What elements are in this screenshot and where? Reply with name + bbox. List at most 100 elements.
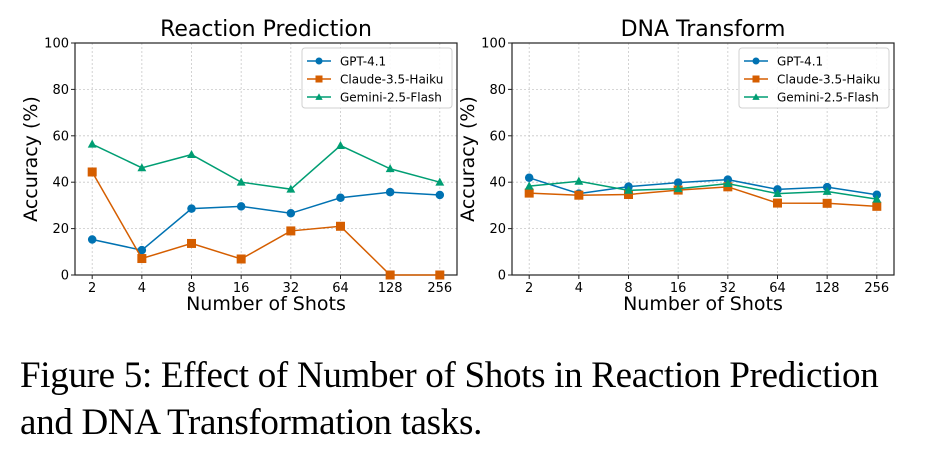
legend-box	[301, 47, 453, 109]
legend-label: GPT-4.1	[777, 55, 823, 69]
data-point	[872, 201, 882, 211]
legend-marker	[315, 75, 323, 83]
x-axis-label: Number of Shots	[623, 293, 783, 315]
data-point	[187, 204, 196, 213]
data-point	[187, 238, 197, 248]
legend-item: GPT-4.1	[744, 55, 823, 69]
data-point	[524, 173, 534, 183]
data-point	[624, 189, 634, 199]
data-point	[673, 184, 683, 193]
data-point	[87, 139, 97, 148]
x-tick-label: 2	[88, 281, 96, 296]
legend-box	[738, 47, 890, 109]
data-point	[822, 198, 832, 208]
legend-marker	[752, 57, 760, 65]
legend: GPT-4.1 Claude-3.5-Haiku Gemini-2.5-Flash	[301, 47, 453, 109]
legend-marker	[752, 93, 760, 100]
x-tick-label: 4	[138, 281, 146, 296]
legend-marker	[315, 57, 323, 65]
series-line	[91, 171, 440, 276]
y-axis-label: Accuracy (%)	[20, 96, 42, 222]
x-tick-label: 128	[378, 281, 403, 296]
y-tick-label: 40	[489, 176, 506, 191]
x-tick-label: 16	[233, 281, 250, 296]
x-tick-label: 32	[283, 281, 300, 296]
legend-marker	[752, 75, 760, 83]
data-point	[286, 184, 296, 193]
x-tick-label: 2	[525, 281, 533, 296]
chart-title: DNA Transform	[621, 17, 786, 42]
data-point	[87, 167, 97, 177]
y-tick-label: 80	[489, 83, 506, 98]
legend-label: Claude-3.5-Haiku	[340, 73, 443, 87]
y-tick-label: 0	[61, 269, 69, 284]
legend-item: Gemini-2.5-Flash	[744, 91, 879, 105]
data-point	[435, 270, 445, 280]
data-point	[822, 186, 832, 195]
legend-item: Claude-3.5-Haiku	[307, 73, 443, 87]
data-point	[524, 181, 534, 190]
y-tick-label: 20	[489, 222, 506, 237]
y-tick-label: 0	[498, 269, 506, 284]
series-gemini-2-5-flash	[87, 139, 445, 193]
data-point	[137, 254, 147, 264]
x-tick-label: 64	[332, 281, 349, 296]
y-tick-label: 100	[481, 37, 506, 52]
axes-frame	[74, 42, 458, 276]
legend-label: Gemini-2.5-Flash	[340, 91, 442, 105]
x-tick-label: 256	[864, 281, 889, 296]
data-point	[624, 185, 633, 194]
y-tick-label: 100	[44, 37, 69, 52]
data-point	[336, 140, 345, 149]
data-point	[872, 194, 882, 203]
x-tick-label: 4	[575, 281, 583, 296]
legend-label: Gemini-2.5-Flash	[777, 91, 879, 105]
x-tick-label: 32	[720, 281, 737, 296]
data-point	[773, 188, 782, 198]
data-point	[87, 235, 97, 244]
data-point	[236, 177, 246, 186]
data-point	[286, 226, 296, 236]
data-point	[574, 190, 584, 200]
legend-item: Gemini-2.5-Flash	[307, 91, 442, 105]
x-tick-label: 256	[427, 281, 452, 296]
legend-item: Claude-3.5-Haiku	[744, 73, 880, 87]
data-point	[435, 190, 445, 200]
legend-label: GPT-4.1	[340, 55, 386, 69]
data-point	[236, 254, 246, 264]
y-tick-label: 60	[52, 129, 69, 144]
series-line	[92, 191, 440, 251]
chart-title: Reaction Prediction	[160, 17, 372, 42]
chart-dna-transform: 0 20 40 60 80 100 2 4 8 16 32 64 128 256 DNA Transform…	[457, 17, 895, 315]
data-point	[772, 198, 782, 208]
data-point	[385, 164, 395, 173]
series-line	[529, 180, 877, 200]
series-gemini-2-5-flash	[524, 176, 882, 203]
y-tick-label: 80	[52, 83, 69, 98]
series-gpt-4-1	[87, 187, 445, 255]
y-tick-label: 20	[52, 222, 69, 237]
data-point	[335, 221, 345, 231]
series-line	[91, 143, 441, 190]
data-point	[673, 178, 683, 187]
y-tick-label: 40	[52, 176, 69, 191]
data-point	[187, 150, 196, 159]
legend-item: GPT-4.1	[307, 55, 386, 69]
x-tick-label: 8	[624, 281, 632, 296]
x-tick-label: 64	[769, 281, 786, 296]
data-point	[137, 245, 147, 255]
x-tick-label: 128	[815, 281, 840, 296]
data-point	[574, 176, 584, 185]
x-tick-label: 16	[670, 281, 687, 296]
series-claude-3-5-haiku	[87, 167, 445, 280]
axes-frame	[511, 42, 895, 276]
series-line	[529, 186, 877, 208]
data-point	[524, 188, 534, 198]
data-point	[723, 179, 733, 188]
data-point	[385, 270, 395, 280]
x-axis-label: Number of Shots	[186, 293, 346, 315]
legend-label: Claude-3.5-Haiku	[777, 73, 880, 87]
data-point	[336, 193, 345, 202]
series-line	[528, 177, 877, 196]
